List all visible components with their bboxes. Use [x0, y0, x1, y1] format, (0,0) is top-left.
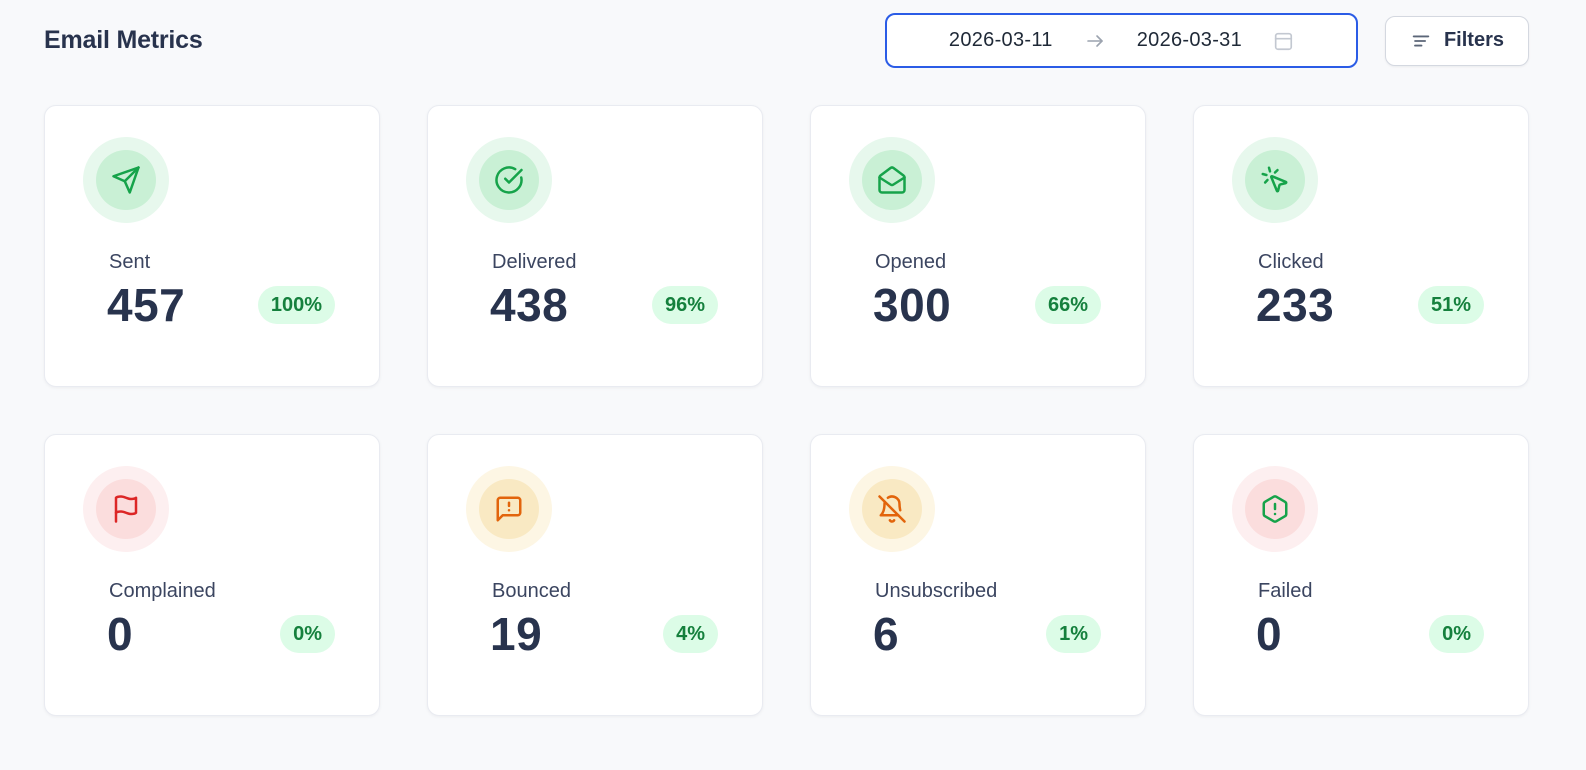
metric-value-row: 438 96%	[490, 282, 718, 328]
percent-badge: 1%	[1046, 615, 1101, 653]
bell-off-icon	[877, 494, 907, 524]
metric-value: 19	[490, 608, 543, 660]
metric-label: Delivered	[492, 251, 577, 273]
metric-value: 6	[873, 608, 900, 660]
filter-lines-icon	[1410, 30, 1432, 52]
metric-label: Failed	[1258, 580, 1313, 602]
flag-icon	[111, 494, 141, 524]
metric-value-row: 233 51%	[1256, 282, 1484, 328]
metric-card: Clicked 233 51%	[1193, 105, 1529, 387]
header: Email Metrics 2026-03-11 2026-03-31 Filt…	[0, 0, 1586, 68]
percent-badge: 66%	[1034, 286, 1101, 324]
metric-icon-halo	[1232, 466, 1318, 552]
metric-value: 0	[1256, 608, 1283, 660]
metric-icon-halo	[849, 466, 935, 552]
filters-button[interactable]: Filters	[1384, 15, 1529, 66]
metric-value-row: 457 100%	[107, 282, 335, 328]
date-end-value[interactable]: 2026-03-31	[1136, 29, 1243, 51]
metric-value-row: 0 0%	[107, 611, 335, 657]
metric-card: Unsubscribed 6 1%	[810, 434, 1146, 716]
calendar-icon[interactable]	[1272, 30, 1294, 52]
send-icon	[111, 165, 141, 195]
metric-label: Complained	[109, 580, 216, 602]
percent-badge: 0%	[1429, 615, 1484, 653]
percent-badge: 96%	[651, 286, 718, 324]
filters-label: Filters	[1443, 29, 1504, 51]
metric-card: Delivered 438 96%	[427, 105, 763, 387]
pointer-click-icon	[1260, 165, 1290, 195]
metric-icon-circle	[1245, 150, 1305, 210]
metrics-grid: Sent 457 100% Delivered 438 96% Opened 3…	[0, 68, 1586, 716]
percent-badge: 100%	[257, 286, 335, 324]
metric-value-row: 0 0%	[1256, 611, 1484, 657]
metric-icon-halo	[83, 137, 169, 223]
metric-value: 438	[490, 279, 569, 331]
metric-label: Sent	[109, 251, 151, 273]
percent-badge: 0%	[280, 615, 335, 653]
metric-icon-halo	[466, 466, 552, 552]
metric-value: 457	[107, 279, 186, 331]
metric-icon-halo	[849, 137, 935, 223]
metric-icon-circle	[479, 479, 539, 539]
metric-icon-halo	[83, 466, 169, 552]
metric-card: Failed 0 0%	[1193, 434, 1529, 716]
metric-icon-circle	[862, 150, 922, 210]
hexagon-alert-icon	[1260, 494, 1290, 524]
metric-value-row: 19 4%	[490, 611, 718, 657]
metric-icon-circle	[96, 479, 156, 539]
metric-value: 0	[107, 608, 134, 660]
metric-label: Bounced	[492, 580, 571, 602]
metric-card: Sent 457 100%	[44, 105, 380, 387]
metric-icon-halo	[466, 137, 552, 223]
metric-label: Unsubscribed	[875, 580, 998, 602]
arrow-right-icon	[1083, 29, 1107, 53]
metric-label: Opened	[875, 251, 947, 273]
date-range-picker[interactable]: 2026-03-11 2026-03-31	[884, 13, 1358, 68]
metric-card: Complained 0 0%	[44, 434, 380, 716]
metric-icon-circle	[1245, 479, 1305, 539]
metric-value: 300	[873, 279, 952, 331]
metric-value-row: 300 66%	[873, 282, 1101, 328]
metric-icon-circle	[96, 150, 156, 210]
page-title: Email Metrics	[44, 26, 203, 54]
date-start-value[interactable]: 2026-03-11	[948, 29, 1053, 51]
percent-badge: 4%	[663, 615, 718, 653]
metric-card: Opened 300 66%	[810, 105, 1146, 387]
check-circle-icon	[494, 165, 524, 195]
metric-value-row: 6 1%	[873, 611, 1101, 657]
message-warning-icon	[494, 494, 524, 524]
percent-badge: 51%	[1417, 286, 1484, 324]
metric-icon-halo	[1232, 137, 1318, 223]
metric-card: Bounced 19 4%	[427, 434, 763, 716]
mail-open-icon	[877, 165, 907, 195]
metric-icon-circle	[862, 479, 922, 539]
metric-label: Clicked	[1258, 251, 1324, 273]
metric-value: 233	[1256, 279, 1335, 331]
metric-icon-circle	[479, 150, 539, 210]
header-controls: 2026-03-11 2026-03-31 Filters	[884, 13, 1529, 68]
